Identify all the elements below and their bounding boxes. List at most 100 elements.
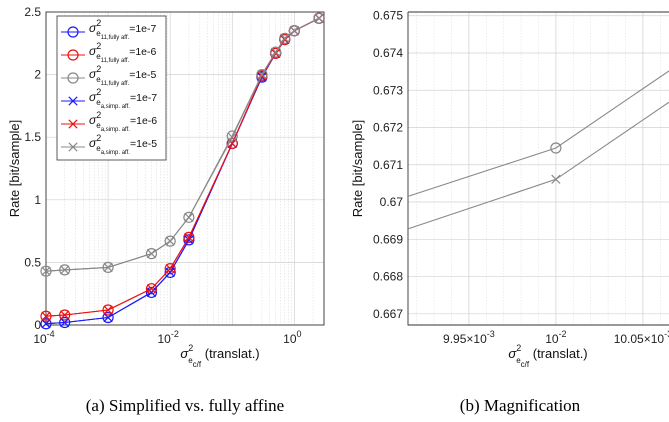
data-point bbox=[102, 304, 114, 316]
x-tick-base: 10 bbox=[33, 332, 47, 346]
legend-sub: e bbox=[96, 98, 101, 107]
data-point bbox=[257, 69, 267, 80]
x-axis-label-symbol: σ bbox=[508, 346, 517, 361]
data-point bbox=[164, 235, 176, 247]
legend-subsub: a,simp. aff. bbox=[101, 127, 131, 133]
legend-sup: 2 bbox=[96, 87, 101, 97]
x-axis-label-suffix: (translat.) bbox=[529, 346, 588, 361]
data-point bbox=[146, 284, 157, 294]
series-5 bbox=[41, 13, 324, 276]
plot-frame bbox=[407, 11, 669, 326]
series-line bbox=[407, 70, 669, 197]
x-tick-exponent: 0 bbox=[297, 329, 302, 339]
x-axis-label-sub: e bbox=[188, 356, 193, 365]
data-point bbox=[145, 286, 158, 299]
legend-symbol: σ bbox=[89, 113, 97, 127]
legend-marker bbox=[67, 49, 79, 61]
legend-value: =1e-5 bbox=[130, 138, 157, 150]
legend-sub: e bbox=[96, 144, 101, 153]
data-point bbox=[60, 310, 70, 320]
legend-symbol: σ bbox=[89, 67, 97, 81]
legend-symbol: σ bbox=[89, 21, 97, 35]
legend-marker bbox=[67, 26, 79, 38]
legend-box bbox=[56, 15, 167, 161]
plot-frame bbox=[45, 11, 325, 326]
x-axis-label-sub: e bbox=[516, 356, 521, 365]
x-tick-base: 10 bbox=[157, 332, 171, 346]
legend-subsub: 11,fully aff. bbox=[101, 35, 130, 41]
x-tick-exponent: -3 bbox=[487, 329, 495, 339]
x-tick-base: 10 bbox=[545, 332, 559, 346]
y-tick-label: 2.5 bbox=[24, 5, 41, 19]
legend-symbol: σ bbox=[89, 44, 97, 58]
y-tick-label: 0.674 bbox=[373, 46, 403, 60]
data-point bbox=[41, 311, 51, 321]
data-point bbox=[551, 174, 561, 184]
y-tick-label: 1.5 bbox=[24, 130, 41, 144]
x-tick-mantissa: 9.95×10 bbox=[443, 332, 487, 346]
x-axis-label-suffix: (translat.) bbox=[201, 346, 260, 361]
x-axis-label-subsub: c/f bbox=[193, 360, 202, 369]
data-point bbox=[550, 142, 562, 154]
data-point bbox=[103, 305, 113, 315]
legend-sub: e bbox=[96, 29, 101, 38]
y-tick-label: 0.667 bbox=[373, 307, 403, 321]
data-point bbox=[279, 32, 291, 44]
legend-sup: 2 bbox=[96, 110, 101, 120]
x-tick-exponent: -2 bbox=[559, 329, 567, 339]
x-tick-label: 100 bbox=[283, 329, 301, 346]
legend-value: =1e-7 bbox=[130, 92, 157, 104]
data-point bbox=[289, 26, 299, 36]
y-tick-label: 0.67 bbox=[380, 195, 404, 209]
legend-subsub: 11,fully aff. bbox=[101, 81, 130, 87]
data-point bbox=[183, 231, 195, 243]
data-point bbox=[145, 283, 158, 295]
legend-symbol: σ bbox=[89, 90, 97, 104]
legend-sub: e bbox=[96, 121, 101, 130]
legend-symbol: σ bbox=[89, 136, 97, 150]
data-point bbox=[146, 249, 157, 259]
data-point bbox=[41, 319, 51, 329]
x-axis-label: σ2 ec/f (translat.) bbox=[508, 343, 587, 369]
y-tick-label: 0 bbox=[34, 318, 41, 332]
y-axis-label: Rate [bit/sample] bbox=[7, 120, 22, 218]
data-point bbox=[41, 266, 51, 276]
x-tick-label: 10.05×10-3 bbox=[614, 329, 669, 346]
y-tick-label: 0.5 bbox=[24, 255, 41, 269]
data-point bbox=[165, 267, 175, 278]
legend-marker bbox=[68, 119, 78, 129]
legend-sub: e bbox=[96, 75, 101, 84]
x-axis-label-symbol: σ bbox=[180, 346, 189, 361]
legend-value: =1e-7 bbox=[129, 23, 156, 35]
legend-marker bbox=[68, 142, 78, 152]
legend-sup: 2 bbox=[96, 133, 101, 143]
data-point bbox=[145, 248, 158, 260]
series-0 bbox=[407, 70, 669, 197]
legend-entry: σ2 e11,fully aff.=1e-5 bbox=[89, 64, 156, 87]
x-tick-label: 10-2 bbox=[545, 329, 566, 346]
legend-sup: 2 bbox=[96, 64, 101, 74]
data-point bbox=[270, 46, 282, 58]
data-point bbox=[227, 132, 237, 142]
y-tick-label: 0.673 bbox=[373, 83, 403, 97]
y-tick-label: 0.672 bbox=[373, 121, 403, 135]
x-tick-label: 10-4 bbox=[33, 329, 54, 346]
legend-subsub: a,simp. aff. bbox=[101, 150, 131, 156]
data-point bbox=[314, 13, 324, 23]
legend-marker bbox=[68, 96, 78, 106]
legend-value: =1e-6 bbox=[129, 46, 156, 58]
data-point bbox=[184, 212, 194, 222]
panel-b-chart: 0.667 0.668 0.669 0.67 0.671 0.672 0.673 0.674 0… bbox=[350, 9, 669, 369]
x-axis-label: σ2 ec/f (translat.) bbox=[180, 343, 259, 369]
data-point bbox=[271, 47, 281, 57]
legend-value: =1e-5 bbox=[129, 69, 156, 81]
caption-b: (b) Magnification bbox=[460, 396, 581, 415]
data-point bbox=[226, 137, 238, 150]
x-tick-label: 9.95×10-3 bbox=[443, 329, 495, 346]
data-point bbox=[165, 236, 175, 246]
data-point bbox=[183, 211, 195, 223]
data-point bbox=[60, 317, 70, 328]
data-point bbox=[256, 68, 268, 81]
